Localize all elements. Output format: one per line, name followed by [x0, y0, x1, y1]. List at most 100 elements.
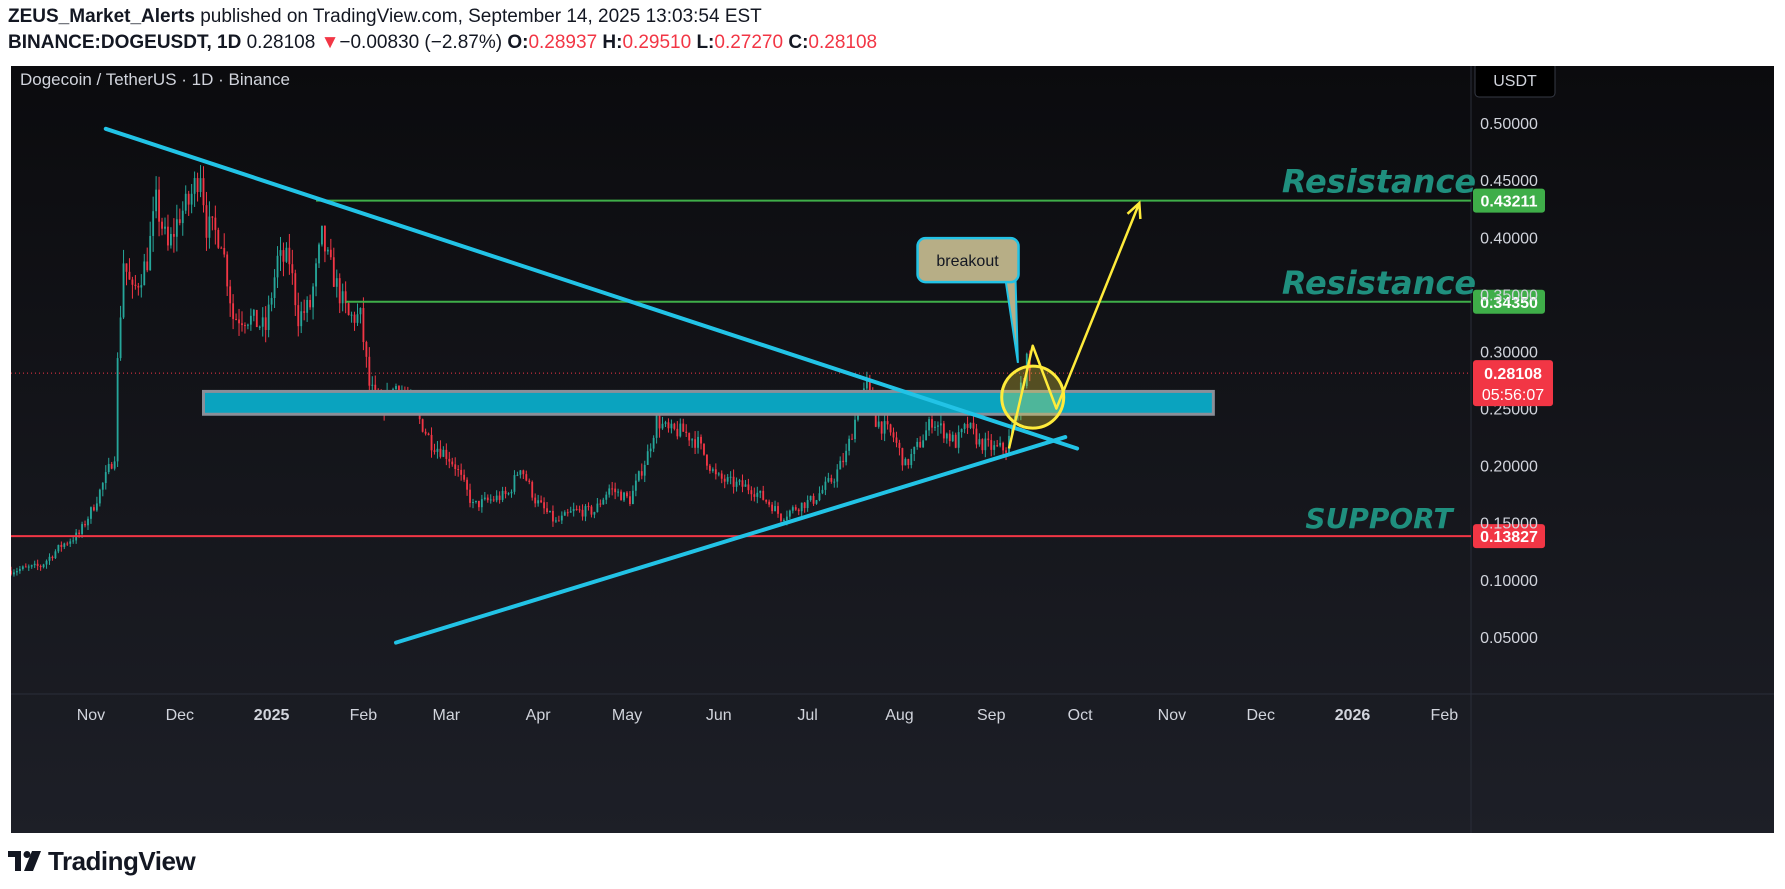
candle-body: [747, 484, 750, 491]
candle: [587, 502, 590, 511]
candle: [395, 383, 397, 390]
resistance-2-price-text: 0.43211: [1481, 194, 1538, 211]
candle-body: [78, 532, 81, 534]
candle-body: [700, 436, 702, 444]
candle: [916, 437, 919, 450]
descending-trendline[interactable]: [103, 126, 1080, 451]
candle-body: [937, 425, 939, 427]
candle: [928, 416, 930, 436]
candle-body: [338, 278, 341, 304]
candle: [202, 166, 205, 213]
candle-body: [507, 493, 510, 495]
candle: [682, 418, 685, 432]
current-price-text: 0.28108: [1484, 366, 1542, 383]
candle-body: [30, 565, 33, 567]
candle: [824, 476, 827, 496]
candle: [489, 494, 492, 504]
currency-button-bg[interactable]: [1474, 66, 1556, 98]
candle-body: [996, 445, 999, 447]
candle-body: [531, 481, 534, 498]
candle: [306, 296, 309, 322]
candle: [323, 225, 326, 263]
time-axis[interactable]: Nov Dec 2025 Feb Mar Apr May Jun Jul Aug Sep Oct Nov…: [77, 707, 1458, 724]
candle: [445, 443, 448, 466]
candle-body: [110, 463, 113, 469]
currency-button[interactable]: USDT: [1474, 66, 1556, 98]
candle: [791, 505, 794, 514]
candle: [365, 340, 368, 368]
projection-path[interactable]: [1007, 202, 1141, 449]
candle: [155, 176, 158, 219]
candle-body: [282, 250, 285, 262]
candle: [777, 502, 779, 518]
candle-body: [809, 495, 812, 501]
candle: [993, 440, 996, 456]
candle-body: [220, 247, 223, 249]
candle: [626, 491, 628, 499]
candle: [765, 499, 768, 504]
candle: [608, 484, 611, 498]
candle-body: [472, 502, 474, 504]
candle: [241, 311, 243, 332]
resistance-1-label: Resistance: [1282, 264, 1476, 302]
candle-body: [824, 481, 827, 490]
candle: [498, 491, 501, 504]
high-value: 0.29510: [622, 32, 692, 53]
candle: [356, 303, 359, 326]
candle: [516, 471, 519, 477]
candle: [851, 433, 853, 440]
candle-body: [235, 318, 237, 320]
candle-body: [768, 501, 771, 505]
candle: [95, 496, 98, 512]
candle-body: [931, 419, 933, 428]
ascending-trendline[interactable]: [393, 435, 1068, 645]
candle-body: [1002, 442, 1005, 451]
candle-body: [374, 384, 377, 390]
candle-body: [199, 178, 202, 193]
candle: [664, 420, 667, 428]
candle: [255, 309, 258, 328]
candle-body: [741, 480, 744, 487]
resistance-2-level[interactable]: Resistance 0.43211: [316, 163, 1545, 213]
candle: [217, 227, 220, 249]
candle: [762, 485, 765, 501]
candle-body: [806, 500, 809, 509]
candle-body: [640, 471, 643, 476]
candle-body: [791, 507, 794, 511]
candle-body: [537, 500, 540, 504]
candle-body: [528, 480, 531, 482]
candle-body: [347, 303, 350, 315]
candle-body: [190, 193, 193, 205]
candle-body: [60, 544, 63, 547]
price-chart[interactable]: Resistance0.43211Resistance0.34350SUPPOR…: [11, 66, 1774, 833]
candle: [634, 473, 637, 497]
candle-body: [569, 511, 572, 513]
candle-body: [726, 477, 729, 482]
candle: [146, 247, 149, 273]
brand-name[interactable]: TradingView: [48, 845, 196, 876]
candle: [643, 460, 646, 483]
candle: [172, 218, 175, 253]
candle-body: [652, 437, 655, 449]
candle-body: [830, 478, 833, 482]
candle-body: [226, 254, 229, 287]
high-label: H:: [602, 32, 623, 53]
tradingview-logo-icon[interactable]: [8, 851, 42, 871]
price-tick-label: 0.35000: [1480, 287, 1538, 304]
candle-body: [688, 433, 691, 441]
candle-body: [916, 441, 919, 447]
time-tick-label: Mar: [433, 707, 461, 724]
candle-body: [907, 459, 910, 466]
candle: [244, 322, 246, 334]
close-value: 0.28108: [808, 32, 878, 53]
author-name[interactable]: ZEUS_Market_Alerts: [8, 6, 195, 27]
candle: [220, 246, 223, 249]
candle-body: [676, 428, 679, 437]
candle: [24, 563, 27, 568]
candle: [534, 493, 537, 508]
breakout-callout[interactable]: breakout: [916, 236, 1020, 364]
breakout-circle[interactable]: [1000, 364, 1066, 430]
candle-body: [167, 226, 169, 246]
candle: [33, 560, 36, 569]
